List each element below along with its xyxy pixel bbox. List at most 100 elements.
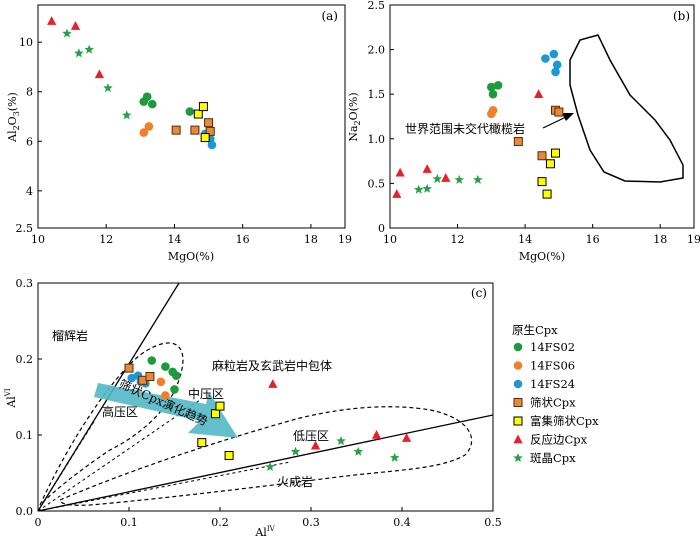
x-tick-label: 16 [586,233,600,246]
y-tick-label: 2.5 [16,222,34,235]
data-point-rich [224,451,234,461]
dashed-division-line-lower [37,461,291,512]
x-tick-label: 19 [687,233,700,246]
data-point-red [268,379,278,388]
x-tick-label: 0 [35,516,42,529]
data-point-green [487,82,496,92]
data-point-red [371,430,382,439]
data-point-blue [549,49,559,59]
data-point-star [414,184,424,194]
legend-items: 14FS02 14FS06 14FS24 筛状Cpx 富集筛状Cpx 反应边Cpx 斑晶Cp… [513,340,599,465]
legend-marker-blue [513,379,523,389]
y-tick-label: 0.3 [16,277,34,290]
x-tick-label: 0.5 [484,516,502,529]
data-point-rich [542,189,552,199]
data-point-star [454,174,464,184]
data-point-rich [537,177,547,187]
data-point-star [432,173,442,183]
panel-b-frame [389,4,695,229]
y-tick-label: 6 [26,135,33,148]
x-tick-label: 0.2 [211,516,229,529]
y-tick-label: 1.5 [368,88,386,101]
y-tick-label: 0 [378,222,385,235]
peridotite-field-label: 世界范围未交代橄榄岩 [405,121,525,136]
panel-a-frame [37,4,346,229]
data-point-sieve [513,136,523,146]
data-point-green [172,371,181,381]
x-tick-label: 18 [653,233,667,246]
data-point-rich [198,102,208,112]
data-point-rich [193,109,203,119]
y-tick-label: 2.0 [368,44,386,57]
y-tick-label: 10 [19,36,33,49]
panel-b-xlabel: MgO(%) [519,250,565,263]
legend-marker-star [513,453,523,462]
data-point-star [103,83,113,93]
data-point-green [142,92,152,101]
data-point-green [147,99,157,109]
peridotite-arrow-line [542,116,567,129]
granulite-label: 麻粒岩及玄武岩中包体 [212,358,332,373]
data-point-star [62,28,72,38]
data-point-red [422,164,432,173]
panel-b-tag: (b) [673,9,690,23]
x-tick-label: 10 [31,233,45,246]
panel-a-ylabel: Al2O3(%) [6,92,21,143]
legend-label-green: 14FS02 [530,340,575,354]
panel-c-points [124,356,412,471]
peridotite-field-outline [569,34,684,183]
x-tick-label: 12 [99,233,113,246]
legend-label-red: 反应边Cpx [530,433,588,447]
dashed-division-line-upper [37,399,201,512]
panel-c-tag: (c) [471,286,487,300]
panel-c-ylabel: AlVI [4,388,18,409]
y-tick-label: 0.5 [368,177,386,190]
legend-marker-sieve [513,398,523,407]
data-point-rich [551,148,561,158]
panel-b-ticks: 10 12 14 16 18 19 0 0.5 1.0 1.5 2.0 2.5 [368,0,700,246]
data-point-rich [215,401,225,411]
x-tick-label: 19 [338,233,352,246]
data-point-red [392,189,402,198]
y-tick-label: 8 [26,86,33,99]
data-point-star [121,110,132,120]
data-point-blue [541,54,550,63]
data-point-sieve [171,125,181,135]
data-point-red [94,69,104,79]
high-pressure-field [39,342,184,506]
legend-label-sieve: 筛状Cpx [530,396,576,410]
y-tick-label: 4 [26,185,33,198]
data-point-green [170,385,179,394]
igneous-label: 火成岩 [277,474,313,489]
data-point-sieve [190,125,200,135]
y-tick-label: 0.1 [16,429,34,442]
x-tick-label: 14 [518,233,532,246]
data-point-green [185,107,195,116]
low-pressure-field [59,406,473,506]
eclogite-label: 榴辉岩 [52,328,88,343]
legend-marker-red [513,434,523,444]
panel-b-ylabel: Na2O(%) [347,92,362,141]
y-tick-label: 0.2 [16,353,34,366]
data-point-sieve [554,107,564,117]
data-point-blue [207,140,217,150]
data-point-red [441,173,451,182]
x-tick-label: 12 [451,233,465,246]
data-point-rich [210,409,220,419]
legend: 原生Cpx 14FS02 14FS06 14FS24 筛状Cpx 富集筛状Cpx 反应边C… [512,323,599,465]
data-point-star [74,48,84,58]
data-point-star [353,446,364,456]
data-point-green [147,356,157,365]
data-point-orange [139,128,149,137]
data-point-rich [545,159,555,169]
sieve-cpx-trend-arrow [94,383,238,438]
data-point-rich [197,438,207,448]
data-point-green [161,362,170,371]
panel-a-tag: (a) [321,9,338,23]
mid-pressure-label: 中压区 [188,386,224,401]
data-point-orange [144,122,154,131]
high-pressure-label: 高压区 [102,404,138,419]
data-point-sieve [205,126,215,136]
